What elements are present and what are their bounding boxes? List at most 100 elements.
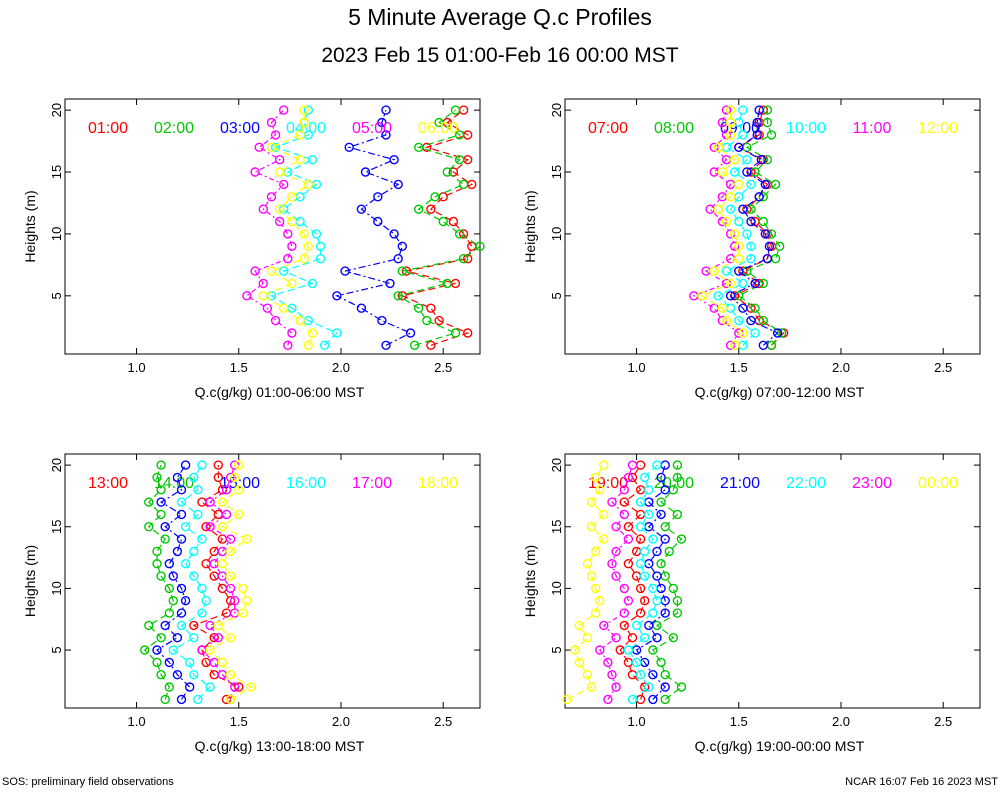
- data-point: [709, 167, 719, 177]
- data-point: [607, 670, 617, 680]
- data-point: [591, 583, 601, 594]
- data-point: [275, 167, 285, 177]
- data-point: [746, 254, 756, 264]
- data-point: [319, 340, 330, 350]
- data-point: [623, 522, 634, 532]
- data-point: [238, 583, 248, 594]
- data-point: [672, 509, 683, 520]
- legend-entry: 10:00: [786, 120, 826, 137]
- data-point: [205, 497, 215, 507]
- data-point: [648, 608, 658, 618]
- chart-panel-4: 1.0 1.5 2.0 2.5 5 10 15 20 Q.c(g/kg) 19:00-00:00…: [522, 453, 981, 754]
- x-tick-label: 2.5: [434, 714, 452, 729]
- data-point: [266, 117, 277, 128]
- data-point: [770, 254, 781, 264]
- data-point: [660, 460, 670, 470]
- data-point: [197, 460, 207, 470]
- y-tick-label: 5: [549, 292, 564, 299]
- data-point: [156, 497, 166, 507]
- data-point: [168, 645, 179, 655]
- data-point: [660, 694, 670, 705]
- series-line: [270, 109, 338, 346]
- data-point: [426, 204, 436, 214]
- data-point: [344, 142, 354, 153]
- data-point: [672, 472, 683, 483]
- data-point: [717, 167, 728, 177]
- data-point: [307, 154, 318, 165]
- data-point: [760, 179, 770, 190]
- chart-panel-1: 1.0 1.5 2.0 2.5 5 10 15 20 Q.c(g/kg) 01:00-06:00…: [22, 98, 485, 400]
- legend-entry: 20:00: [654, 475, 694, 492]
- series-2200: [623, 460, 662, 705]
- data-point: [611, 682, 621, 692]
- data-point: [652, 460, 662, 470]
- data-point: [172, 546, 183, 557]
- legend-entry: 07:00: [588, 120, 628, 137]
- data-point: [599, 460, 609, 470]
- data-point: [144, 497, 154, 507]
- data-point: [213, 460, 224, 470]
- data-point: [591, 546, 601, 557]
- data-point: [713, 142, 723, 153]
- series-line: [335, 109, 412, 346]
- data-point: [766, 130, 777, 140]
- data-point: [225, 633, 236, 643]
- data-point: [303, 105, 313, 115]
- data-point: [434, 117, 444, 128]
- data-point: [717, 303, 728, 313]
- data-point: [448, 216, 459, 227]
- data-point: [270, 315, 281, 326]
- data-point: [595, 485, 605, 495]
- data-point: [738, 328, 748, 338]
- data-point: [180, 596, 191, 606]
- data-point: [213, 620, 224, 631]
- series-line: [635, 464, 667, 700]
- data-point: [405, 328, 416, 338]
- data-point: [742, 229, 752, 239]
- data-point: [250, 167, 260, 177]
- series-line: [172, 464, 212, 700]
- data-point: [311, 229, 322, 239]
- data-point: [213, 633, 224, 643]
- data-point: [381, 105, 391, 115]
- data-point: [562, 694, 572, 705]
- data-point: [176, 620, 187, 631]
- data-point: [295, 154, 305, 165]
- data-point: [709, 266, 719, 276]
- data-point: [258, 204, 268, 214]
- data-point: [438, 216, 448, 227]
- data-point: [303, 241, 313, 252]
- x-tick-label: 2.0: [332, 360, 350, 375]
- data-point: [373, 216, 383, 227]
- data-point: [648, 670, 658, 680]
- data-point: [672, 460, 683, 470]
- data-point: [640, 596, 650, 606]
- x-tick-label: 2.0: [832, 360, 850, 375]
- data-point: [397, 266, 407, 276]
- series-0900: [725, 105, 783, 350]
- data-point: [705, 204, 715, 214]
- data-point: [738, 303, 748, 313]
- plot-frame: [564, 98, 981, 355]
- data-point: [725, 340, 736, 350]
- y-tick-label: 20: [49, 103, 64, 117]
- series-0100: [397, 105, 477, 350]
- data-point: [242, 534, 252, 544]
- y-axis-label: Heights (m): [522, 190, 538, 262]
- data-point: [139, 645, 150, 655]
- data-point: [599, 509, 609, 520]
- legend-entry: 01:00: [88, 120, 128, 137]
- data-point: [730, 167, 740, 177]
- data-point: [266, 142, 277, 153]
- data-point: [752, 130, 762, 140]
- data-point: [676, 682, 687, 692]
- data-point: [725, 303, 736, 313]
- data-point: [197, 583, 207, 594]
- data-point: [750, 328, 760, 338]
- data-point: [184, 657, 195, 668]
- data-point: [152, 546, 162, 557]
- data-point: [644, 509, 654, 520]
- data-point: [721, 315, 732, 326]
- data-point: [430, 192, 440, 202]
- y-tick-label: 15: [49, 165, 64, 179]
